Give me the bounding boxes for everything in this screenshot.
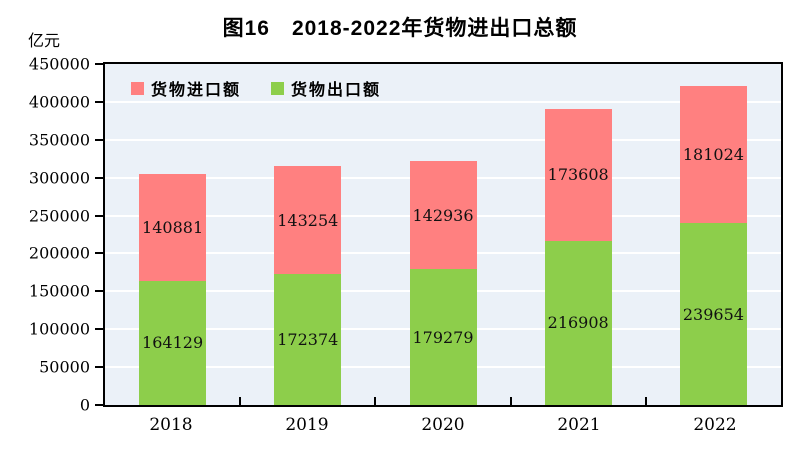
y-axis-unit-label: 亿元 bbox=[28, 33, 61, 50]
import-value-label: 181024 bbox=[682, 145, 744, 165]
import-value-label: 142936 bbox=[412, 205, 474, 225]
import-swatch-icon bbox=[131, 81, 144, 95]
stacked-bar-2022: 239654 181024 bbox=[679, 64, 747, 405]
x-tick-label: 2020 bbox=[421, 415, 465, 435]
stacked-bar-2019: 172374 143254 bbox=[274, 64, 342, 405]
x-tick-label: 2021 bbox=[557, 415, 601, 435]
legend-entry-export: 货物出口额 bbox=[271, 76, 381, 100]
y-axis-tick-labels: 0 50000 100000 150000 200000 250000 300000 3500… bbox=[0, 55, 90, 415]
x-axis-labels: 2018 2019 2020 2021 2022 bbox=[103, 415, 783, 439]
bar-segment-import: 142936 bbox=[409, 160, 477, 270]
export-value-label: 179279 bbox=[412, 327, 474, 347]
bar-segment-export: 164129 bbox=[139, 280, 207, 405]
export-value-label: 172374 bbox=[277, 330, 339, 350]
import-value-label: 173608 bbox=[547, 165, 609, 185]
legend-label-export: 货物出口额 bbox=[291, 82, 382, 99]
y-tick-mark bbox=[95, 138, 103, 141]
stacked-bar-2018: 164129 140881 bbox=[139, 64, 207, 405]
y-tick-mark bbox=[95, 252, 103, 255]
y-tick-mark bbox=[95, 404, 103, 406]
y-tick-label: 400000 bbox=[28, 92, 90, 112]
export-value-label: 164129 bbox=[142, 333, 204, 353]
x-tick-mark bbox=[239, 397, 242, 405]
gridline bbox=[105, 100, 781, 103]
bar-segment-export: 239654 bbox=[679, 223, 747, 405]
x-tick-label: 2019 bbox=[285, 415, 329, 435]
y-tick-mark bbox=[95, 63, 103, 65]
plot-area: 164129 140881 172374 143254 179279 142936 2169… bbox=[103, 62, 783, 407]
x-tick-label: 2018 bbox=[149, 415, 193, 435]
export-swatch-icon bbox=[271, 81, 285, 95]
stacked-bar-2021: 216908 173608 bbox=[544, 64, 612, 405]
y-tick-label: 50000 bbox=[39, 357, 90, 377]
x-tick-mark bbox=[509, 397, 512, 405]
y-tick-label: 200000 bbox=[28, 243, 90, 263]
bar-segment-export: 172374 bbox=[274, 274, 342, 405]
bar-segment-import: 140881 bbox=[139, 173, 207, 281]
y-tick-mark bbox=[95, 214, 103, 217]
bar-segment-import: 143254 bbox=[274, 165, 342, 275]
y-axis-tick-marks bbox=[95, 63, 103, 406]
legend-label-import: 货物进口额 bbox=[151, 82, 242, 99]
export-value-label: 239654 bbox=[682, 304, 744, 324]
import-value-label: 143254 bbox=[277, 210, 339, 230]
plot-inner: 164129 140881 172374 143254 179279 142936 2169… bbox=[105, 64, 781, 405]
legend-entry-import: 货物进口额 bbox=[131, 76, 241, 100]
export-value-label: 216908 bbox=[547, 313, 609, 333]
stacked-bar-2020: 179279 142936 bbox=[409, 64, 477, 405]
y-tick-label: 450000 bbox=[28, 54, 90, 74]
y-tick-label: 100000 bbox=[28, 319, 90, 339]
bar-segment-import: 173608 bbox=[544, 109, 612, 241]
y-tick-mark bbox=[95, 290, 103, 293]
bar-segment-import: 181024 bbox=[679, 86, 747, 224]
y-tick-label: 150000 bbox=[28, 281, 90, 301]
chart-title: 图16 2018-2022年货物进出口总额 bbox=[222, 17, 578, 40]
y-tick-label: 250000 bbox=[28, 206, 90, 226]
y-tick-mark bbox=[95, 366, 103, 369]
y-tick-mark bbox=[95, 176, 103, 179]
y-tick-label: 350000 bbox=[28, 130, 90, 150]
y-tick-mark bbox=[95, 328, 103, 331]
x-tick-mark bbox=[644, 397, 647, 405]
x-tick-mark bbox=[374, 397, 377, 405]
gridline bbox=[105, 138, 781, 141]
y-tick-label: 0 bbox=[79, 395, 90, 415]
y-tick-mark bbox=[95, 100, 103, 103]
bar-segment-export: 179279 bbox=[409, 269, 477, 405]
bar-segment-export: 216908 bbox=[544, 240, 612, 405]
legend: 货物进口额 货物出口额 bbox=[131, 76, 381, 100]
y-tick-label: 300000 bbox=[28, 168, 90, 188]
import-value-label: 140881 bbox=[142, 217, 204, 237]
x-tick-label: 2022 bbox=[693, 415, 737, 435]
